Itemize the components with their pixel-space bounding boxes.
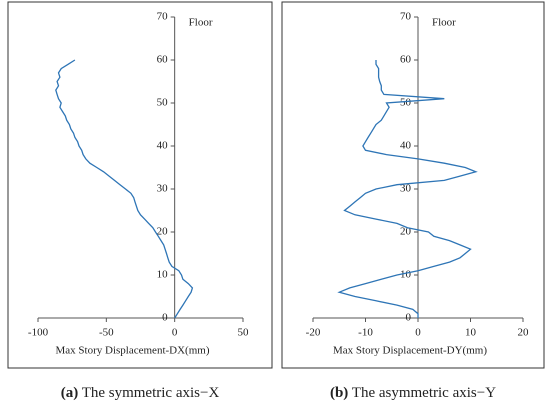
x-tick-label: 50 (238, 327, 250, 339)
caption-text: The symmetric axis−X (82, 385, 220, 401)
x-tick-label: -10 (358, 327, 373, 339)
y-tick-label: 20 (157, 226, 169, 238)
y-tick-label: 30 (157, 183, 169, 195)
caption-panel: (a) (61, 385, 79, 401)
y-tick-label: 50 (400, 97, 412, 109)
y-tick-label: 40 (157, 140, 169, 152)
x-tick-label: 20 (518, 327, 530, 339)
y-tick-label: 70 (400, 11, 412, 23)
y-tick-label: 0 (162, 312, 168, 324)
y-tick-label: 40 (400, 140, 412, 152)
y-axis-label: Floor (189, 17, 213, 29)
x-axis-label: Max Story Displacement-DX(mm) (56, 345, 210, 357)
caption-panel: (b) (330, 385, 348, 401)
x-axis-label: Max Story Displacement-DY(mm) (333, 345, 487, 357)
y-tick-label: 70 (157, 11, 169, 23)
y-tick-label: 20 (400, 226, 412, 238)
panel-border (7, 1, 273, 369)
caption: (b) The asymmetric axis−Y (330, 385, 496, 401)
caption: (a) The symmetric axis−X (61, 385, 220, 401)
x-tick-label: -100 (28, 327, 49, 339)
x-tick-label: -20 (306, 327, 321, 339)
x-tick-label: 0 (415, 327, 421, 339)
y-axis-label: Floor (432, 17, 456, 29)
y-tick-label: 50 (157, 97, 169, 109)
y-tick-label: 60 (400, 54, 412, 66)
data-line (337, 60, 478, 318)
x-tick-label: 10 (465, 327, 477, 339)
panel-border (281, 1, 545, 369)
caption-text: The asymmetric axis−Y (352, 385, 496, 401)
y-tick-label: 30 (400, 183, 412, 195)
x-tick-label: -50 (99, 327, 114, 339)
data-line (55, 59, 194, 319)
y-tick-label: 10 (157, 269, 169, 281)
y-tick-label: 10 (400, 269, 412, 281)
x-tick-label: 0 (172, 327, 178, 339)
y-tick-label: 60 (157, 54, 169, 66)
y-tick-label: 0 (406, 312, 412, 324)
